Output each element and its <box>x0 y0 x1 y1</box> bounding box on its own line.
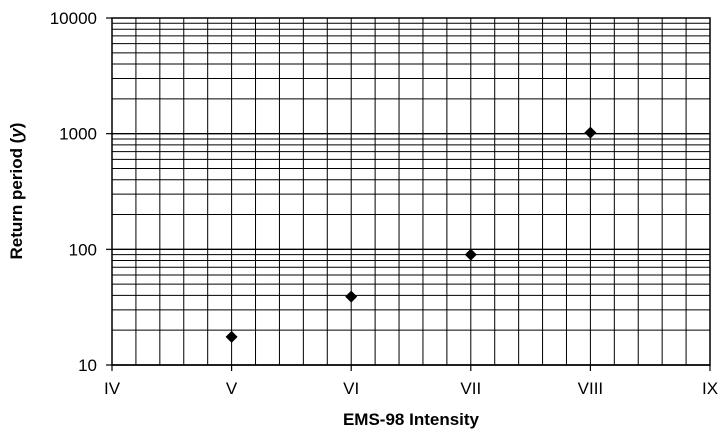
y-tick-label: 10000 <box>50 9 97 28</box>
data-point-marker <box>584 126 597 139</box>
x-tick-label: VI <box>343 379 359 398</box>
y-tick-labels: 10 100 1000 10000 <box>50 9 112 375</box>
y-tick-label: 100 <box>69 240 97 259</box>
y-tick-label: 10 <box>78 356 97 375</box>
plot-frame <box>111 17 711 366</box>
data-point-marker <box>345 290 358 303</box>
data-points <box>225 126 597 343</box>
x-tick-labels: IV V VI VII VIII IX <box>104 365 718 398</box>
y-tick-label: 1000 <box>59 125 97 144</box>
grid-lines <box>111 18 711 366</box>
x-tick-label: IX <box>702 379 718 398</box>
y-axis-title-main: Return period ( <box>7 137 26 259</box>
data-point-marker <box>225 330 238 343</box>
y-axis-title-unit: y <box>7 127 26 139</box>
x-tick-label: VIII <box>578 379 604 398</box>
x-axis-title: EMS-98 Intensity <box>343 410 480 429</box>
x-tick-label: IV <box>104 379 121 398</box>
x-tick-label: V <box>226 379 238 398</box>
y-axis-title: Return period (y) <box>7 123 26 260</box>
x-tick-label: VII <box>460 379 481 398</box>
data-point-marker <box>464 248 477 261</box>
y-axis-title-close: ) <box>7 123 26 129</box>
